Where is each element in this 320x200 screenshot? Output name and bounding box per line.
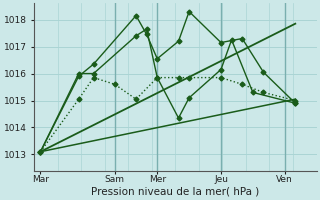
X-axis label: Pression niveau de la mer( hPa ): Pression niveau de la mer( hPa ) [91, 187, 260, 197]
